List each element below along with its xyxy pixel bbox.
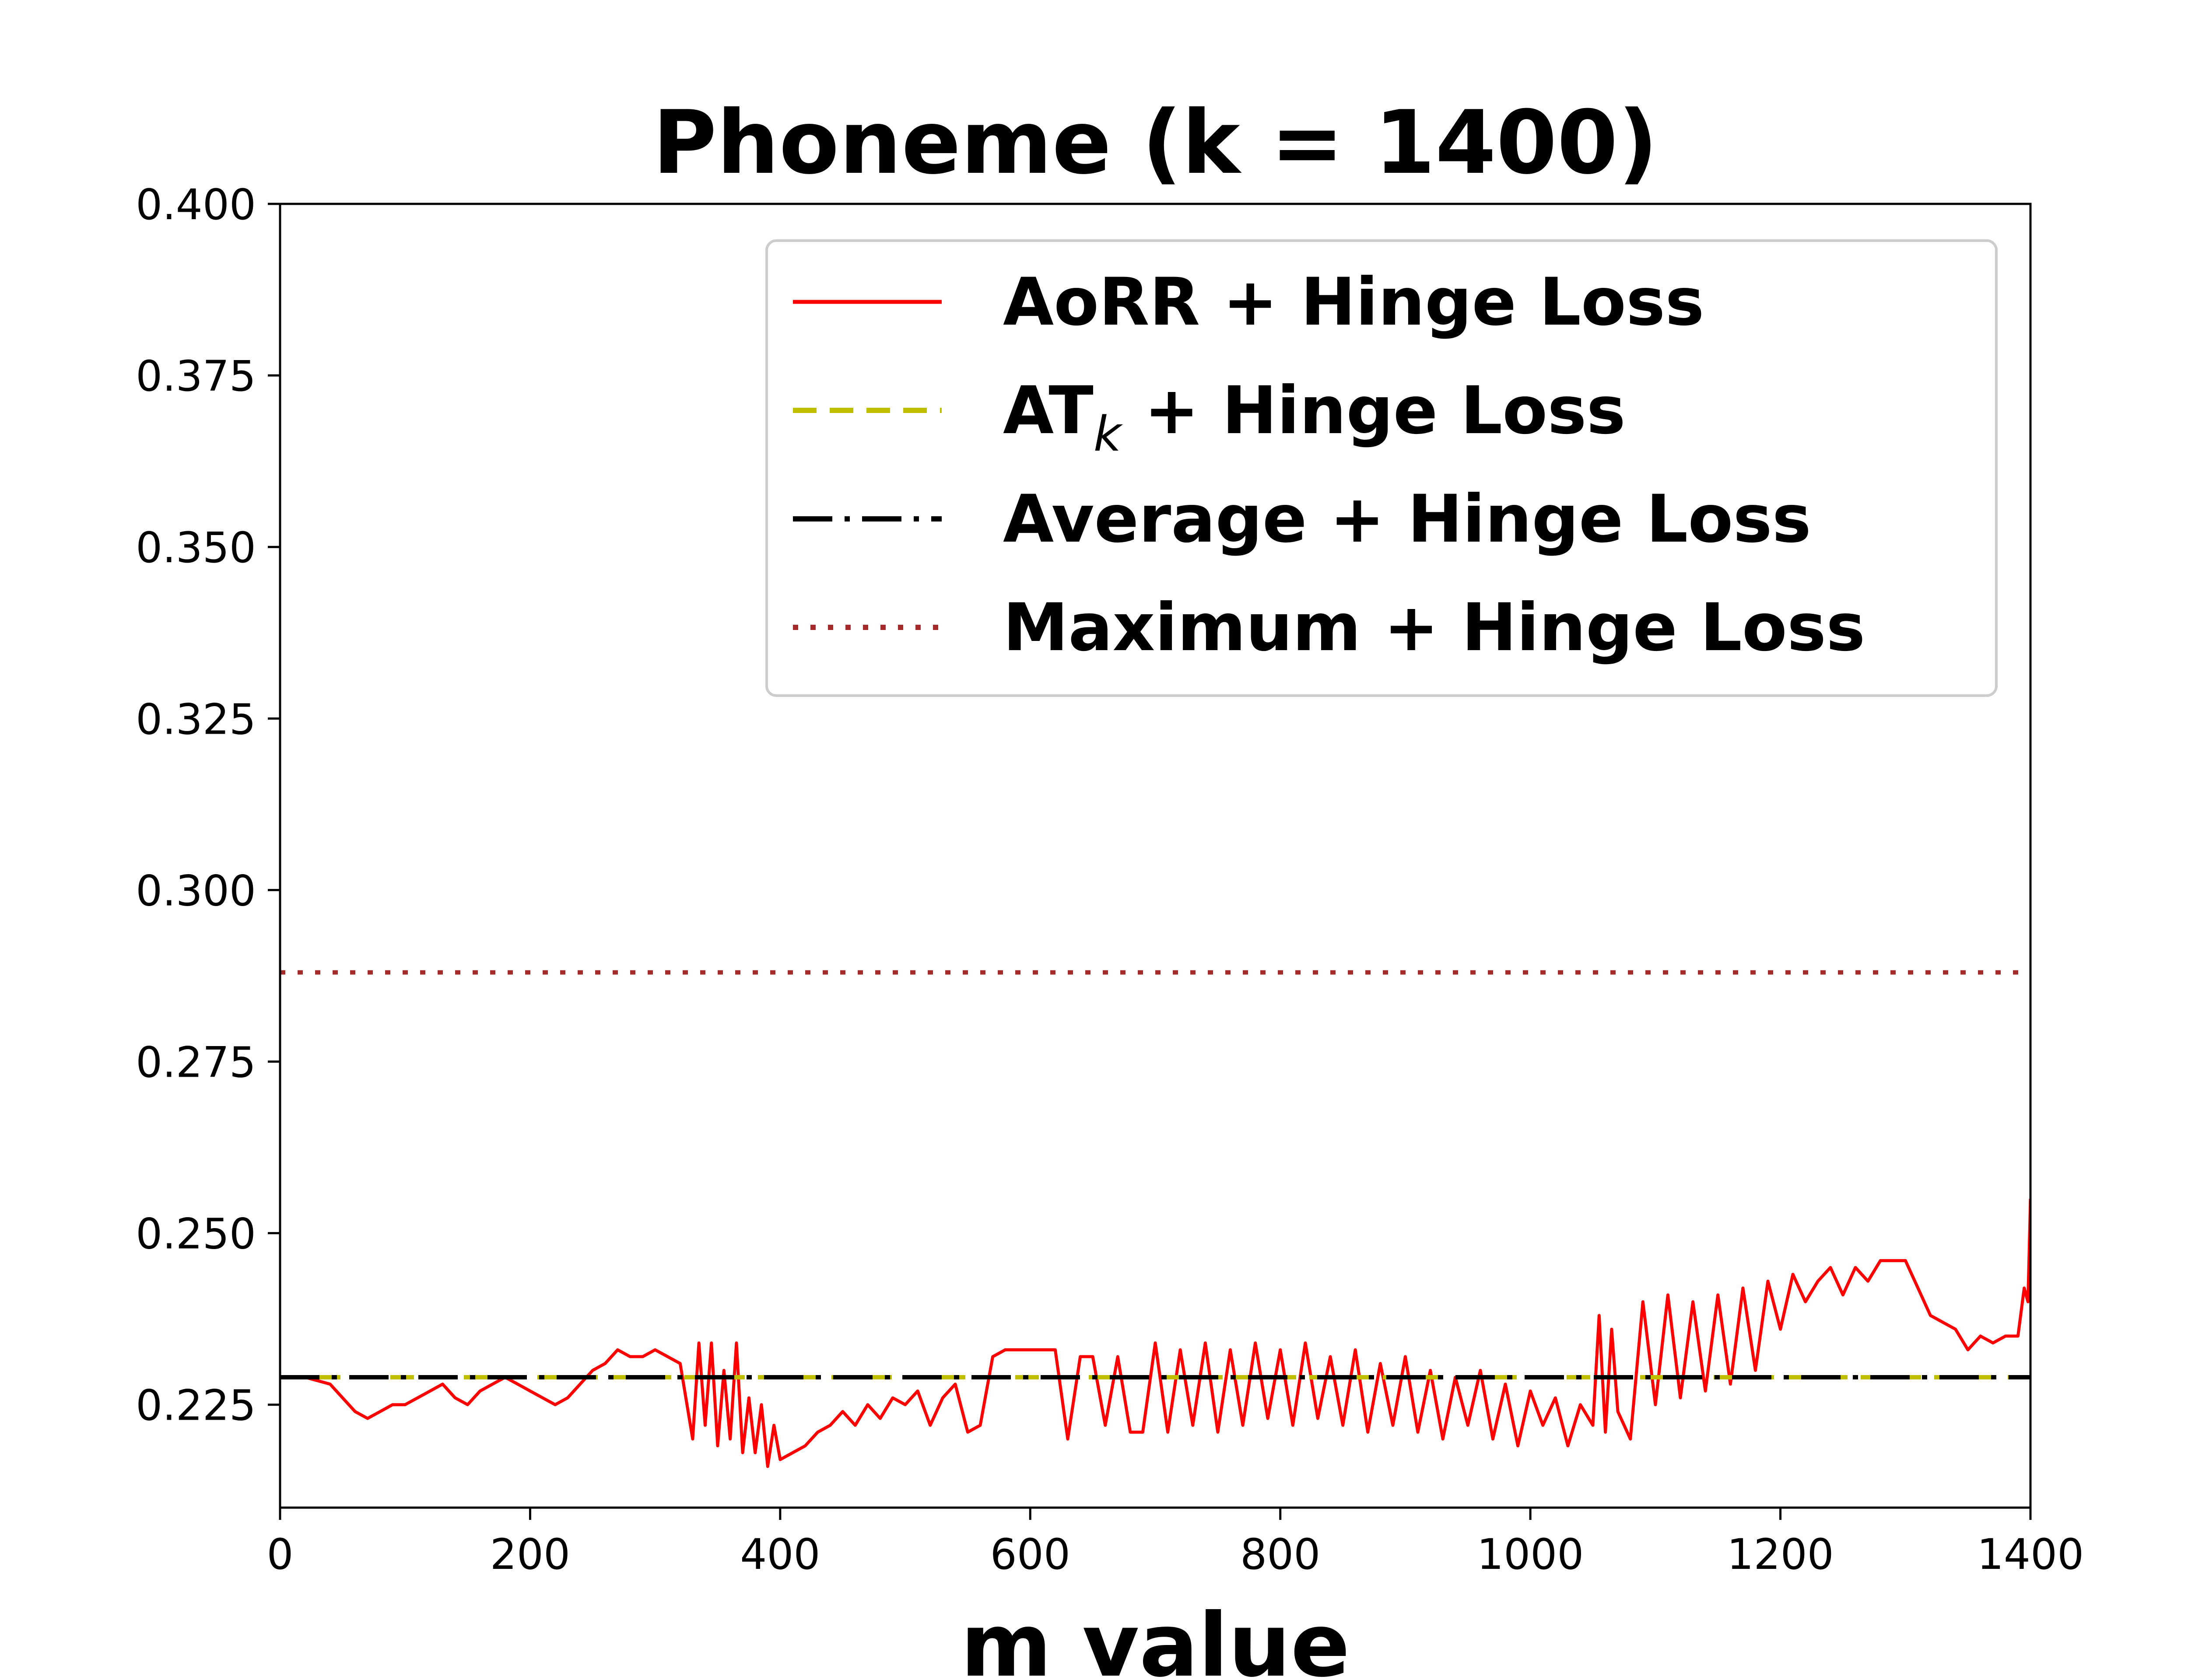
x-tick-label: 1400 [1977,1530,2084,1579]
plot-frame [279,203,2032,1509]
y-tick-label: 0.350 [136,523,256,572]
y-axis: 0.225 0.250 0.275 0.300 0.325 0.350 0.375 0.400 [136,180,280,1430]
series-line-0 [280,1199,2030,1468]
x-tick-label: 400 [740,1530,820,1579]
legend-box [765,239,1998,697]
x-tick-label: 0 [266,1530,293,1579]
plot-area [280,970,2030,1468]
legend-label-0: AoRR + Hinge Loss [1003,264,1704,340]
legend-label-3: Maximum + Hinge Loss [1003,590,1865,666]
legend-label-1: ATk + Hinge Loss [1003,373,1626,462]
x-tick-label: 800 [1240,1530,1320,1579]
x-axis-label: m value [961,1595,1350,1680]
y-tick-label: 0.250 [136,1210,256,1259]
y-tick-label: 0.275 [136,1038,256,1087]
legend-label-2: Average + Hinge Loss [1003,481,1811,557]
y-tick-label: 0.400 [136,180,256,229]
x-tick-label: 1000 [1477,1530,1584,1579]
legend: AoRR + Hinge Loss ATk + Hinge Loss Average… [765,239,1998,697]
y-tick-label: 0.225 [136,1381,256,1430]
y-tick-label: 0.300 [136,866,256,915]
y-tick-label: 0.375 [136,352,256,401]
y-tick-label: 0.325 [136,695,256,744]
x-tick-label: 1200 [1727,1530,1834,1579]
chart-title: Phoneme (k = 1400) [652,92,1658,194]
x-tick-label: 600 [990,1530,1070,1579]
x-axis: 0 200 400 600 800 1000 1200 1400 [266,1508,2084,1579]
x-tick-label: 200 [490,1530,570,1579]
